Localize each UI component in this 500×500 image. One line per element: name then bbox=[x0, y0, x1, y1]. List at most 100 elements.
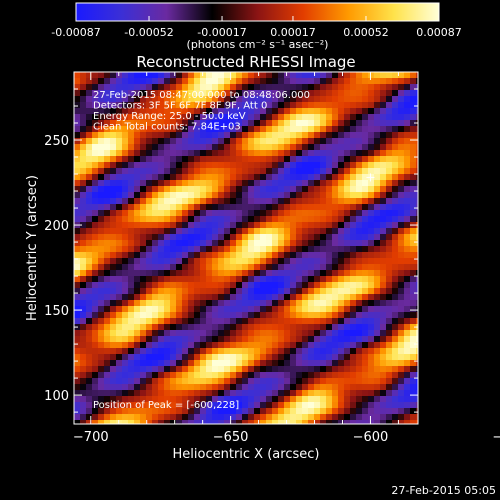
heatmap-cell bbox=[374, 126, 381, 133]
heatmap-cell bbox=[356, 138, 363, 145]
heatmap-cell bbox=[356, 102, 363, 109]
heatmap-cell bbox=[380, 360, 387, 367]
heatmap-cell bbox=[110, 384, 117, 391]
heatmap-cell bbox=[410, 414, 417, 421]
heatmap-cell bbox=[242, 102, 249, 109]
heatmap-cell bbox=[398, 210, 405, 217]
heatmap-cell bbox=[266, 366, 273, 373]
heatmap-cell bbox=[380, 102, 387, 109]
heatmap-cell bbox=[392, 192, 399, 199]
heatmap-cell bbox=[254, 222, 261, 229]
heatmap-cell bbox=[272, 396, 279, 403]
heatmap-cell bbox=[152, 192, 159, 199]
heatmap-cell bbox=[272, 378, 279, 385]
heatmap-cell bbox=[284, 294, 291, 301]
heatmap-cell bbox=[152, 234, 159, 241]
heatmap-cell bbox=[266, 390, 273, 397]
heatmap-cell bbox=[272, 216, 279, 223]
heatmap-cell bbox=[98, 378, 105, 385]
heatmap-cell bbox=[152, 420, 159, 424]
heatmap-cell bbox=[320, 312, 327, 319]
heatmap-cell bbox=[152, 150, 159, 157]
heatmap-cell bbox=[194, 384, 201, 391]
heatmap-cell bbox=[206, 402, 213, 409]
heatmap-cell bbox=[374, 198, 381, 205]
heatmap-cell bbox=[134, 372, 141, 379]
heatmap-cell bbox=[236, 420, 243, 424]
heatmap-cell bbox=[416, 312, 418, 319]
heatmap-cell bbox=[290, 330, 297, 337]
heatmap-cell bbox=[98, 258, 105, 265]
heatmap-cell bbox=[296, 102, 303, 109]
heatmap-cell bbox=[290, 240, 297, 247]
heatmap-cell bbox=[146, 126, 153, 133]
heatmap-cell bbox=[182, 72, 189, 79]
heatmap-cell bbox=[380, 318, 387, 325]
heatmap-cell bbox=[188, 420, 195, 424]
heatmap-cell bbox=[80, 318, 87, 325]
heatmap-cell bbox=[266, 288, 273, 295]
heatmap-cell bbox=[194, 210, 201, 217]
heatmap-cell bbox=[284, 108, 291, 115]
heatmap-cell bbox=[182, 120, 189, 127]
heatmap-cell bbox=[338, 420, 345, 424]
heatmap-cell bbox=[122, 282, 129, 289]
heatmap-cell bbox=[146, 246, 153, 253]
heatmap-cell bbox=[80, 162, 87, 169]
heatmap-cell bbox=[146, 342, 153, 349]
heatmap-cell bbox=[374, 240, 381, 247]
heatmap-cell bbox=[74, 96, 81, 103]
heatmap-cell bbox=[356, 318, 363, 325]
heatmap-cell bbox=[230, 336, 237, 343]
heatmap-cell bbox=[104, 240, 111, 247]
heatmap-cell bbox=[380, 84, 387, 91]
heatmap-cell bbox=[296, 228, 303, 235]
heatmap-cell bbox=[92, 258, 99, 265]
heatmap-cell bbox=[86, 264, 93, 271]
heatmap-cell bbox=[170, 312, 177, 319]
heatmap-cell bbox=[368, 162, 375, 169]
heatmap-cell bbox=[344, 90, 351, 97]
heatmap-cell bbox=[344, 132, 351, 139]
heatmap-cell bbox=[392, 366, 399, 373]
heatmap-cell bbox=[350, 222, 357, 229]
heatmap-cell bbox=[170, 294, 177, 301]
heatmap-cell bbox=[140, 282, 147, 289]
heatmap-cell bbox=[338, 402, 345, 409]
heatmap-cell bbox=[260, 402, 267, 409]
heatmap-cell bbox=[296, 210, 303, 217]
heatmap-cell bbox=[290, 360, 297, 367]
heatmap-cell bbox=[260, 390, 267, 397]
heatmap-cell bbox=[284, 414, 291, 421]
heatmap-cell bbox=[92, 330, 99, 337]
heatmap-cell bbox=[224, 96, 231, 103]
heatmap-cell bbox=[308, 348, 315, 355]
heatmap-cell bbox=[92, 390, 99, 397]
heatmap-cell bbox=[164, 216, 171, 223]
heatmap-cell bbox=[392, 72, 399, 79]
heatmap-cell bbox=[332, 384, 339, 391]
heatmap-cell bbox=[254, 420, 261, 424]
heatmap-cell bbox=[410, 78, 417, 85]
heatmap-cell bbox=[116, 390, 123, 397]
heatmap-cell bbox=[314, 78, 321, 85]
heatmap-cell bbox=[272, 336, 279, 343]
heatmap-cell bbox=[392, 150, 399, 157]
heatmap-cell bbox=[152, 144, 159, 151]
heatmap-cell bbox=[296, 306, 303, 313]
heatmap-cell bbox=[356, 390, 363, 397]
heatmap-cell bbox=[230, 96, 237, 103]
heatmap-cell bbox=[308, 240, 315, 247]
heatmap-cell bbox=[374, 390, 381, 397]
heatmap-cell bbox=[116, 414, 123, 421]
heatmap-cell bbox=[326, 210, 333, 217]
heatmap-cell bbox=[194, 90, 201, 97]
heatmap-cell bbox=[92, 192, 99, 199]
heatmap-cell bbox=[272, 408, 279, 415]
heatmap-cell bbox=[290, 120, 297, 127]
heatmap-cell bbox=[344, 192, 351, 199]
heatmap-cell bbox=[296, 90, 303, 97]
heatmap-cell bbox=[284, 282, 291, 289]
heatmap-cell bbox=[182, 300, 189, 307]
heatmap-cell bbox=[290, 300, 297, 307]
